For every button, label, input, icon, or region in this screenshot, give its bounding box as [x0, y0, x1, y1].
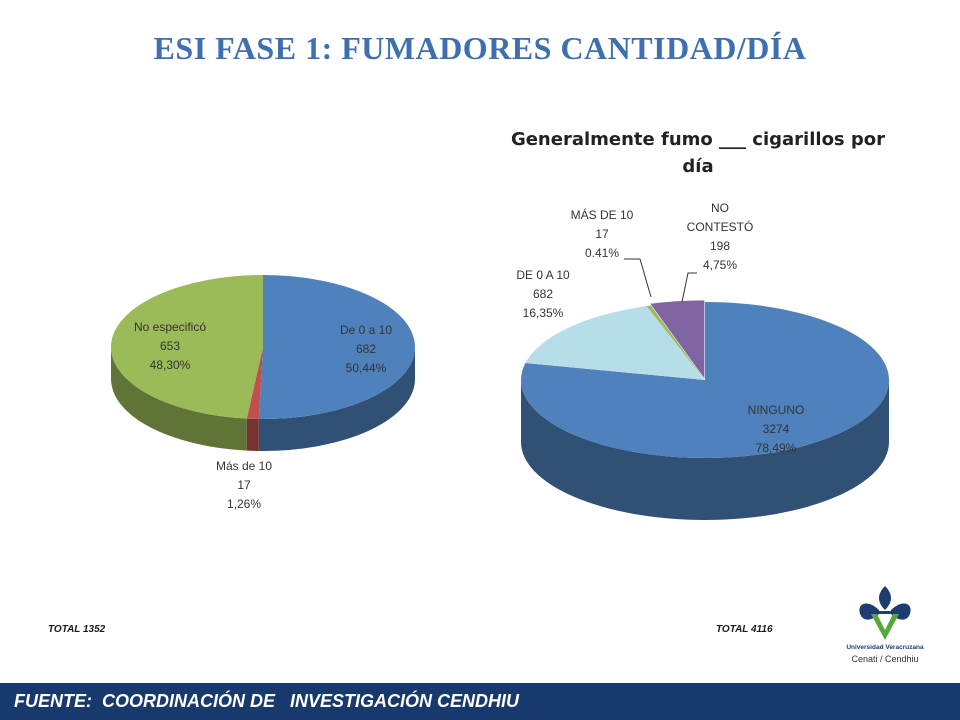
pie-1-label-1-line-0: Más de 10: [216, 459, 272, 473]
pie-2-label-1-line-2: 16,35%: [523, 306, 564, 320]
pie-2-slice-2: [646, 305, 705, 380]
pie-1-side-0: [258, 347, 415, 452]
pie-2-slice-3: [650, 300, 705, 379]
pie-2-label-0-line-1: 3274: [763, 422, 790, 436]
pie-1-label-0-line-1: 682: [356, 342, 376, 356]
pie-2-label-3-line-2: 198: [710, 239, 730, 253]
fleur-de-lis-icon: [859, 586, 911, 640]
pie-2-label-3-line-3: 4,75%: [703, 258, 737, 272]
pie-1-label-1-line-1: 17: [237, 478, 251, 492]
pie-2-label-2-line-0: MÁS DE 10: [571, 207, 634, 222]
pie-2-label-3-line-1: CONTESTÓ: [687, 219, 754, 234]
pie-2-sides: [521, 380, 889, 520]
pie-2-label-1-line-1: 682: [533, 287, 553, 301]
chart-1-total: TOTAL 1352: [48, 624, 106, 635]
pie-chart-2: Generalmente fumo ___ cigarillos por día…: [511, 129, 890, 520]
page-title: ESI FASE 1: FUMADORES CANTIDAD/DÍA: [153, 30, 807, 66]
pie-2-label-3-line-0: NO: [711, 201, 729, 215]
pie-1-slice-2: [110, 275, 263, 419]
pie-2-side-0: [521, 380, 889, 520]
pie-1-label-2-line-0: No especificó: [134, 320, 206, 334]
logo-subtitle: Cenati / Cendhiu: [851, 654, 919, 664]
pie-1-slice-0: [258, 275, 415, 419]
pie-1-side-1: [246, 418, 259, 451]
pie-1-side-2: [111, 347, 247, 451]
pie-2-leader-3: [681, 272, 697, 303]
pie-2-label-2-line-1: 17: [595, 227, 609, 241]
footer-source-text: FUENTE: COORDINACIÓN DE INVESTIGACIÓN CE…: [14, 691, 520, 711]
pie-2-slice-1: [525, 306, 705, 380]
footer-bar: FUENTE: COORDINACIÓN DE INVESTIGACIÓN CE…: [0, 683, 960, 720]
pie-1-label-0-line-0: De 0 a 10: [340, 323, 392, 337]
pie-1-label-0-line-2: 50,44%: [346, 361, 387, 375]
pie-2-label-2-line-2: 0.41%: [585, 246, 619, 260]
pie-2-leader-2: [624, 258, 652, 298]
pie-1-sides: [111, 347, 415, 452]
pie-chart-1: De 0 a 10 682 50,44% Más de 10 17 1,26% No esp…: [110, 275, 415, 511]
pie-1-slice-1: [246, 347, 263, 419]
pie-2-label-0-line-0: NINGUNO: [748, 403, 805, 417]
pie-1-label-2-line-1: 653: [160, 339, 180, 353]
university-logo: Universidad Veracruzana Cenati / Cendhiu: [815, 580, 955, 684]
pie-2-label-0-line-2: 78,49%: [756, 441, 797, 455]
logo-org-name: Universidad Veracruzana: [846, 644, 924, 651]
chart-2-total: TOTAL 4116: [716, 624, 773, 635]
chart-2-title: Generalmente fumo ___ cigarillos por: [511, 129, 885, 150]
pie-2-label-1-line-0: DE 0 A 10: [516, 268, 570, 282]
pie-1-label-2-line-2: 48,30%: [150, 358, 191, 372]
chart-2-title-line-2: día: [682, 156, 713, 177]
pie-1-label-1-line-2: 1,26%: [227, 497, 261, 511]
